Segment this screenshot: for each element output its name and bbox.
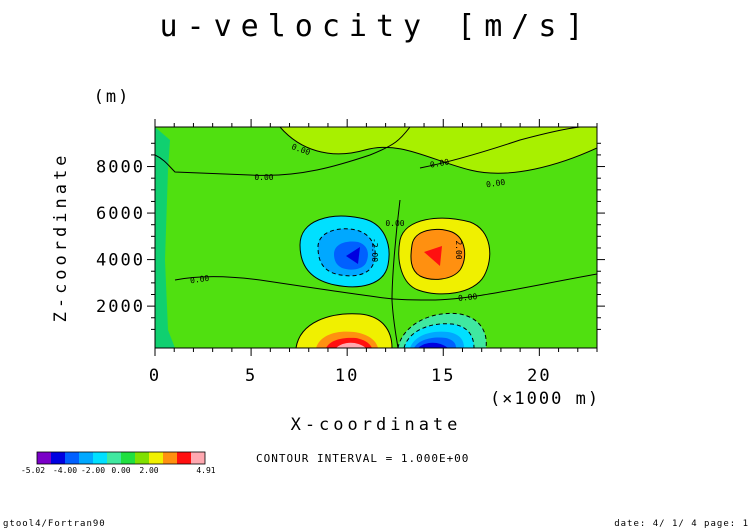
colorbar-swatch [163, 452, 177, 464]
contour-label: 0.00 [189, 274, 210, 286]
y-ticks [147, 142, 605, 330]
colorbar-swatch [93, 452, 107, 464]
contour-label: 0.00 [429, 157, 450, 169]
x-tick-label: 15 [431, 366, 455, 386]
colorbar-label: -4.00 [53, 466, 77, 475]
contour-label: -2.00 [370, 238, 379, 262]
y-tick-labels: 2000 4000 6000 8000 [96, 158, 145, 318]
colorbar-swatch [135, 452, 149, 464]
colorbar-label: -2.00 [81, 466, 105, 475]
y-unit-label: (m) [94, 87, 131, 107]
plot-area [155, 127, 597, 348]
colorbar-frame [36, 451, 206, 465]
contour-interval-text: CONTOUR INTERVAL = 1.000E+00 [256, 452, 469, 465]
colorbar-swatch [79, 452, 93, 464]
colorbar-swatch [107, 452, 121, 464]
x-axis-title: X-coordinate [291, 415, 462, 435]
contour-br-5 [418, 342, 448, 348]
colorbar-label: -5.02 [21, 466, 45, 475]
colorbar-swatch [191, 452, 205, 464]
x-tick-label: 0 [149, 366, 161, 386]
plot-frame [154, 126, 598, 349]
contour-label: 0.00 [485, 178, 506, 190]
contour-band-left [155, 127, 175, 348]
colorbar-label: 4.91 [196, 466, 215, 475]
x-tick-labels: 0 5 10 15 20 [149, 366, 551, 386]
colorbar-label: 0.00 [111, 466, 130, 475]
y-tick-label: 4000 [96, 251, 145, 271]
footer-left: gtool4/Fortran90 [3, 519, 106, 529]
contour-label: 0.00 [385, 219, 404, 228]
contour-label: 0.00 [254, 173, 273, 182]
footer-right: date: 4/ 1/ 4 page: 1 [614, 519, 749, 529]
contour-pos-core [424, 246, 442, 266]
contour-label: 0.00 [458, 292, 478, 303]
colorbar-swatch [37, 452, 51, 464]
contour-band-upper [280, 127, 597, 174]
x-tick-label: 5 [245, 366, 257, 386]
colorbar-swatch [65, 452, 79, 464]
contour-neg-core [346, 247, 360, 264]
contour-bl-5 [336, 342, 366, 348]
y-tick-label: 6000 [96, 204, 145, 224]
x-unit-label: (×1000 m) [490, 389, 600, 409]
y-tick-label: 8000 [96, 158, 145, 178]
y-tick-label: 2000 [96, 297, 145, 317]
y-axis-title: Z-coordinate [51, 152, 71, 323]
colorbar-swatch [149, 452, 163, 464]
x-tick-label: 10 [335, 366, 359, 386]
colorbar-labels: -5.02 -4.00 -2.00 0.00 2.00 4.91 [21, 466, 216, 475]
colorbar [36, 451, 206, 465]
x-tick-label: 20 [527, 366, 551, 386]
colorbar-swatch [177, 452, 191, 464]
chart-title: u-velocity [m/s] [160, 9, 593, 44]
x-ticks [154, 119, 598, 356]
contour-label: 2.00 [454, 240, 463, 259]
colorbar-swatch [121, 452, 135, 464]
contour-lines [155, 127, 597, 348]
colorbar-label: 2.00 [139, 466, 158, 475]
colorbar-swatch [51, 452, 65, 464]
